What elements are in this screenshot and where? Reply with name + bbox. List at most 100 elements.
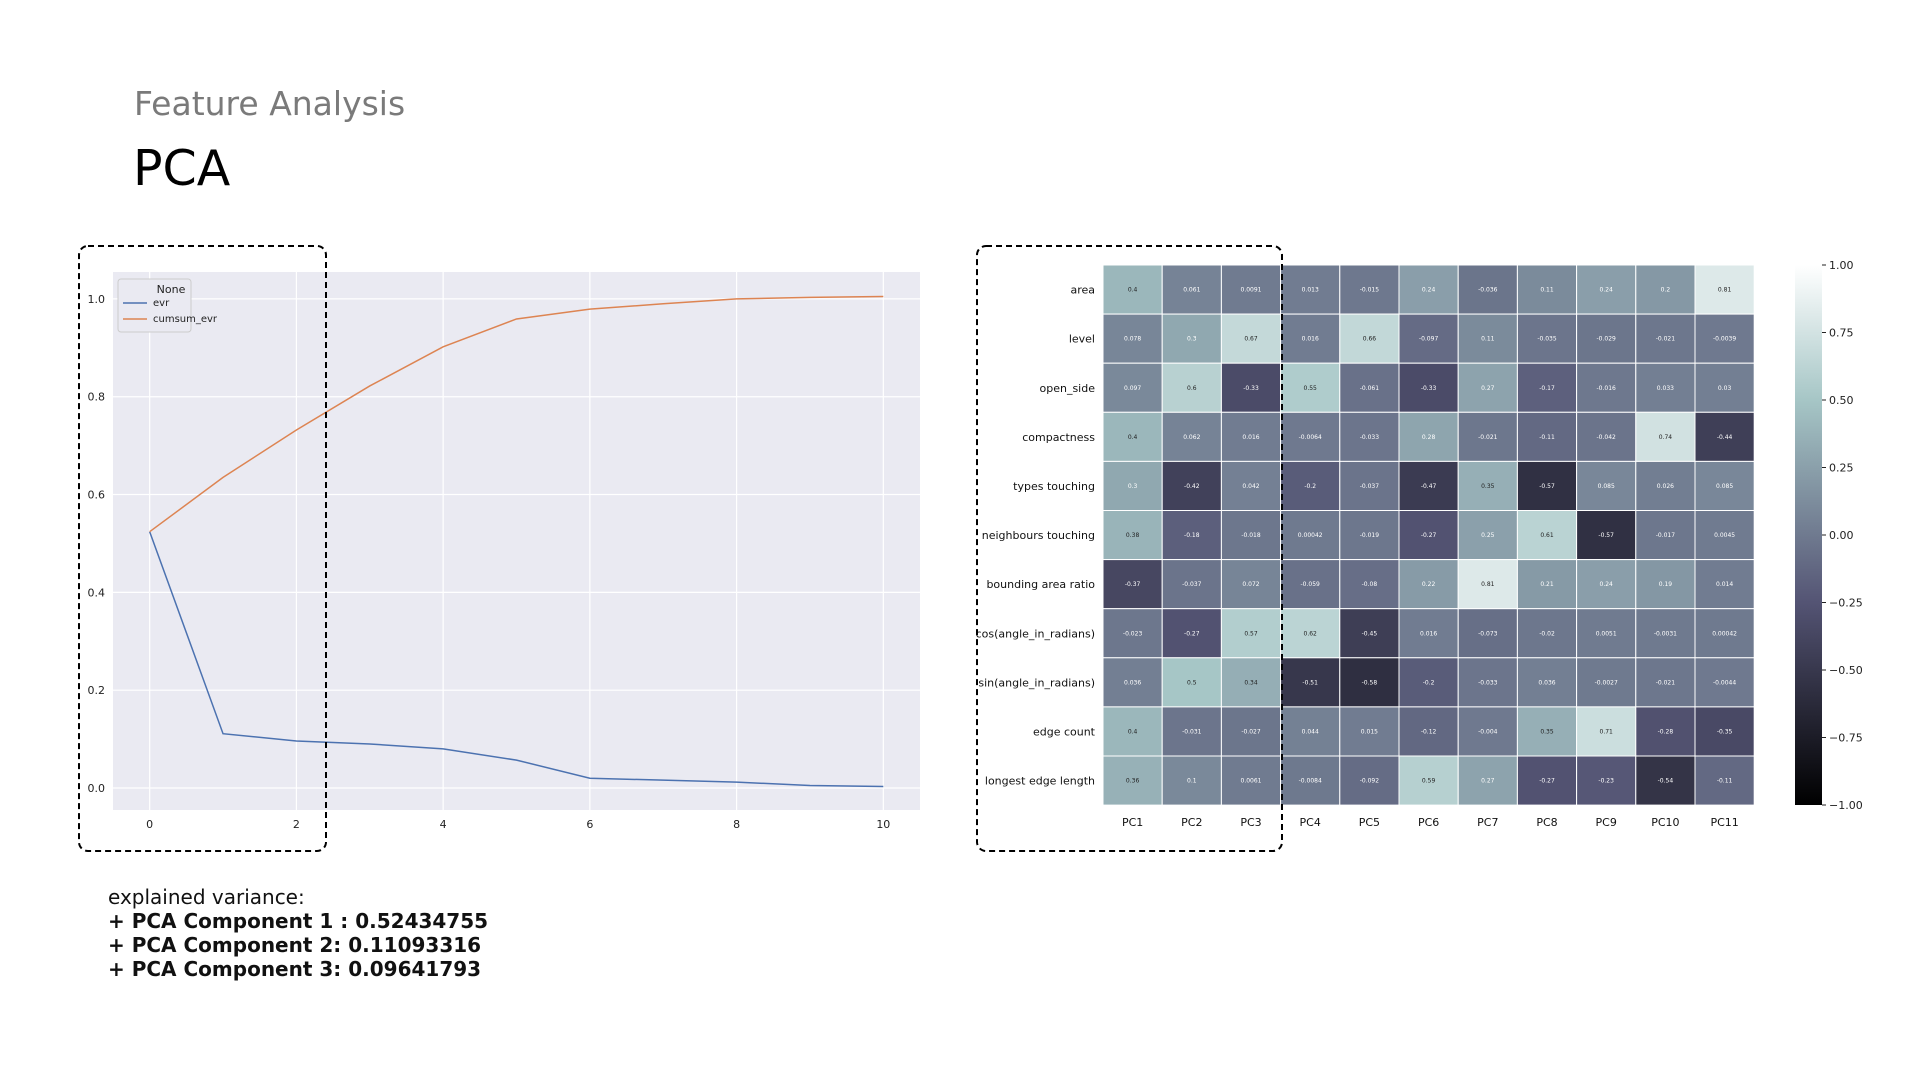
heatmap-cell bbox=[1398, 264, 1459, 315]
heatmap-cell bbox=[1516, 657, 1578, 708]
heatmap-cell bbox=[1161, 657, 1222, 708]
heatmap-cell-label: -0.0064 bbox=[1299, 434, 1322, 441]
heatmap-column-label: PC9 bbox=[1596, 816, 1617, 829]
heatmap-cell-label: -0.12 bbox=[1421, 728, 1437, 735]
heatmap-cell bbox=[1635, 608, 1696, 659]
heatmap-cell bbox=[1635, 460, 1696, 511]
colorbar-tick-label: 0.00 bbox=[1829, 529, 1854, 542]
heatmap-cell-label: -0.27 bbox=[1184, 630, 1200, 637]
heatmap-cell-label: 0.085 bbox=[1598, 483, 1615, 490]
heatmap-cell-label: 0.016 bbox=[1242, 434, 1259, 441]
heatmap-cell-label: 0.71 bbox=[1600, 728, 1614, 735]
heatmap-cell-label: 0.67 bbox=[1244, 336, 1258, 343]
y-tick-label: 0.2 bbox=[88, 684, 106, 697]
heatmap-cell-label: -0.37 bbox=[1125, 581, 1141, 588]
heatmap-cell bbox=[1161, 706, 1222, 757]
heatmap-cell bbox=[1280, 264, 1341, 315]
heatmap-cell bbox=[1457, 657, 1518, 708]
heatmap-cell bbox=[1694, 313, 1755, 364]
explained-variance-heading: explained variance: bbox=[108, 885, 305, 909]
heatmap-column-label: PC11 bbox=[1710, 816, 1738, 829]
heatmap-cell-label: -0.021 bbox=[1656, 679, 1676, 686]
heatmap-cell-label: -0.031 bbox=[1182, 728, 1202, 735]
heatmap-cell bbox=[1694, 559, 1755, 610]
heatmap-cell-label: 0.19 bbox=[1659, 581, 1673, 588]
legend-label: evr bbox=[153, 298, 170, 309]
heatmap-cell-label: 0.2 bbox=[1661, 287, 1671, 294]
heatmap-cell bbox=[1635, 510, 1696, 561]
colorbar-tick-label: −0.75 bbox=[1829, 732, 1863, 745]
heatmap-cell bbox=[1635, 755, 1696, 806]
heatmap-cell-label: -0.08 bbox=[1362, 581, 1378, 588]
highlight-box-first-components bbox=[78, 245, 327, 852]
x-tick-label: 6 bbox=[586, 818, 593, 831]
heatmap-cell-label: -0.51 bbox=[1302, 679, 1318, 686]
heatmap-cell-label: 0.57 bbox=[1244, 630, 1258, 637]
heatmap-cell-label: 0.016 bbox=[1420, 630, 1437, 637]
heatmap-row-label: compactness bbox=[1022, 431, 1095, 444]
heatmap-cell-label: -0.0044 bbox=[1713, 679, 1736, 686]
heatmap-cell bbox=[1576, 755, 1637, 806]
colorbar-tick-label: −0.50 bbox=[1829, 664, 1863, 677]
heatmap-cell bbox=[1694, 755, 1755, 806]
heatmap-cell-label: 0.3 bbox=[1128, 483, 1138, 490]
heatmap-cell bbox=[1102, 313, 1163, 364]
heatmap-cell-label: -0.027 bbox=[1241, 728, 1261, 735]
heatmap-cell bbox=[1280, 313, 1341, 364]
colorbar-tick-label: 0.25 bbox=[1829, 462, 1854, 475]
heatmap-cell-label: 0.4 bbox=[1128, 728, 1138, 735]
variance-line-3: + PCA Component 3: 0.09641793 bbox=[108, 957, 482, 981]
heatmap-cell bbox=[1635, 411, 1696, 462]
heatmap-cell-label: 0.36 bbox=[1126, 778, 1140, 785]
heatmap-cell bbox=[1161, 755, 1222, 806]
heatmap-column-label: PC5 bbox=[1359, 816, 1380, 829]
heatmap-cell-label: 0.81 bbox=[1718, 287, 1732, 294]
heatmap-cell bbox=[1516, 755, 1578, 806]
heatmap-cell-label: 0.00042 bbox=[1712, 630, 1737, 637]
heatmap-cell bbox=[1694, 510, 1755, 561]
heatmap-cell bbox=[1457, 608, 1518, 659]
heatmap-row-label: open_side bbox=[1040, 382, 1096, 395]
heatmap-cell bbox=[1457, 313, 1518, 364]
variance-line-1: + PCA Component 1 : 0.52434755 bbox=[108, 909, 489, 933]
heatmap-cell bbox=[1161, 362, 1222, 413]
page-subtitle: Feature Analysis bbox=[134, 84, 406, 123]
heatmap-cell bbox=[1576, 460, 1637, 511]
heatmap-cell bbox=[1398, 460, 1459, 511]
heatmap-column-label: PC1 bbox=[1122, 816, 1143, 829]
heatmap-cell-label: 0.078 bbox=[1124, 336, 1141, 343]
heatmap-cell bbox=[1398, 755, 1459, 806]
heatmap-cell bbox=[1398, 657, 1459, 708]
colorbar-tick-label: 1.00 bbox=[1829, 259, 1854, 272]
heatmap-cell-label: -0.57 bbox=[1598, 532, 1614, 539]
heatmap-row-label: area bbox=[1070, 284, 1095, 297]
heatmap-cell bbox=[1457, 755, 1518, 806]
heatmap-cell bbox=[1694, 657, 1755, 708]
heatmap-cell bbox=[1220, 264, 1282, 315]
heatmap-cell-label: -0.17 bbox=[1539, 385, 1555, 392]
heatmap-cell bbox=[1102, 264, 1163, 315]
variance-line-2: + PCA Component 2: 0.11093316 bbox=[108, 933, 482, 957]
heatmap-cell-label: -0.44 bbox=[1717, 434, 1733, 441]
heatmap-cell bbox=[1339, 755, 1400, 806]
x-tick-label: 0 bbox=[146, 818, 153, 831]
heatmap-row-label: bounding area ratio bbox=[986, 578, 1095, 591]
heatmap-cell-label: 0.036 bbox=[1538, 679, 1555, 686]
heatmap-cell-label: -0.023 bbox=[1123, 630, 1143, 637]
heatmap-cell-label: -0.57 bbox=[1539, 483, 1555, 490]
heatmap-cell bbox=[1280, 657, 1341, 708]
heatmap-cell-label: -0.58 bbox=[1362, 679, 1378, 686]
colorbar bbox=[1795, 265, 1822, 805]
heatmap-cell bbox=[1102, 362, 1163, 413]
heatmap-cell-label: 0.11 bbox=[1540, 287, 1554, 294]
heatmap-cell-label: 0.016 bbox=[1302, 336, 1319, 343]
heatmap-cell bbox=[1694, 362, 1755, 413]
series-line-evr bbox=[148, 531, 884, 788]
heatmap-cell-label: -0.2 bbox=[1423, 679, 1435, 686]
heatmap-cell-label: 0.38 bbox=[1126, 532, 1140, 539]
heatmap-cell bbox=[1339, 313, 1400, 364]
heatmap-column-label: PC8 bbox=[1536, 816, 1557, 829]
heatmap-cell-label: 0.24 bbox=[1600, 581, 1614, 588]
x-tick-label: 4 bbox=[440, 818, 447, 831]
